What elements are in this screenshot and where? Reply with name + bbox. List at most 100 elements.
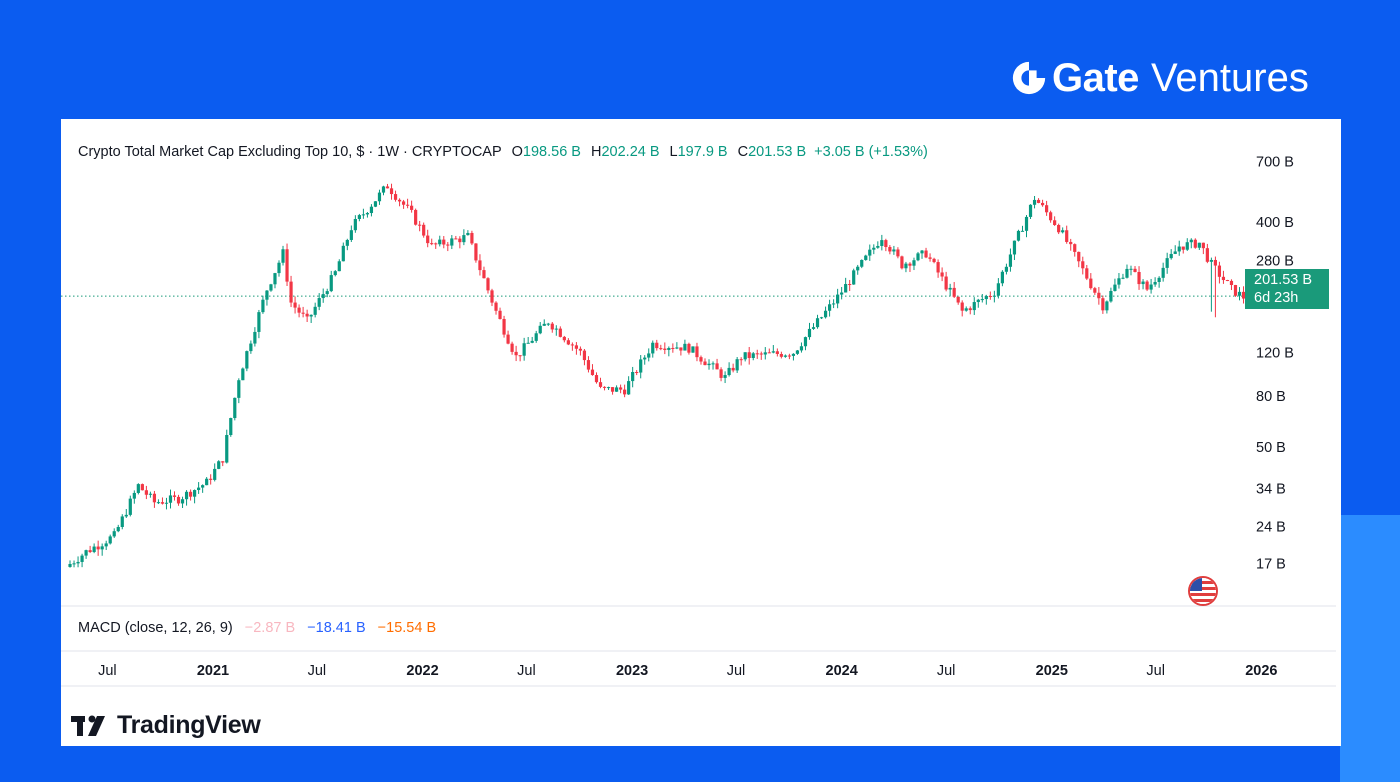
candle-body	[337, 261, 341, 272]
candle-body	[1177, 246, 1181, 252]
candle-body	[1024, 216, 1029, 231]
candle-body	[269, 284, 273, 291]
y-tick-label: 34 B	[1256, 482, 1286, 498]
candle-body	[1129, 268, 1133, 270]
chart-card: 700 B 400 B 280 B 120 B 80 B 50 B 34 B 24 B 17 B…	[61, 119, 1341, 746]
candle-body	[956, 296, 960, 303]
candle-body	[136, 484, 140, 493]
candle-body	[892, 249, 896, 252]
tradingview-logo-icon	[71, 715, 105, 736]
candle-body	[68, 563, 72, 567]
candle-body	[964, 308, 968, 311]
last-price-tag: 201.53 B 6d 23h	[1245, 269, 1329, 309]
candle-body	[1117, 278, 1121, 285]
candle-body	[1229, 280, 1234, 286]
candle-body	[140, 484, 144, 491]
candle-body	[100, 546, 104, 550]
macd-value-signal: −15.54 B	[377, 620, 437, 636]
candle-body	[590, 369, 595, 376]
candle-body	[827, 304, 832, 311]
candle-body	[996, 283, 1000, 296]
candle-body	[229, 418, 233, 436]
candle-body	[393, 194, 398, 200]
candle-body	[928, 257, 932, 259]
candle-body	[108, 536, 112, 544]
candle-body	[848, 284, 852, 286]
candle-body	[84, 550, 88, 556]
candle-body	[112, 531, 116, 537]
candle-body	[450, 238, 454, 246]
candle-body	[542, 323, 546, 326]
candle-body	[205, 478, 209, 486]
candle-body	[225, 435, 229, 463]
candle-body	[747, 352, 751, 358]
candle-body	[261, 299, 265, 313]
candle-body	[506, 334, 510, 344]
candle-body	[277, 262, 281, 274]
candle-body	[1217, 265, 1222, 277]
candle-body	[353, 219, 357, 231]
candle-body	[1125, 268, 1129, 278]
candle-body	[755, 353, 759, 355]
candle-body	[916, 253, 920, 261]
candlestick-chart[interactable]: 700 B 400 B 280 B 120 B 80 B 50 B 34 B 24 B 17 B…	[61, 119, 1341, 746]
candle-body	[803, 337, 808, 347]
candle-body	[285, 249, 289, 282]
brand-sub: Ventures	[1150, 55, 1309, 100]
candle-body	[1205, 248, 1209, 262]
candle-body	[880, 240, 884, 246]
x-tick-label: Jul	[308, 663, 327, 679]
candle-body	[687, 343, 691, 353]
candle-body	[160, 502, 165, 504]
candle-body	[888, 247, 892, 252]
candle-body	[361, 214, 365, 216]
candle-body	[349, 230, 353, 240]
candle-body	[116, 526, 120, 532]
candle-body	[1169, 253, 1173, 259]
candle-body	[1241, 291, 1246, 299]
candle-body	[807, 328, 812, 338]
candle-body	[832, 303, 836, 305]
candle-body	[430, 243, 434, 245]
candle-body	[373, 201, 378, 207]
x-tick-label: Jul	[1146, 663, 1165, 679]
candle-body	[872, 247, 876, 250]
candle-body	[711, 363, 715, 365]
candle-body	[562, 336, 566, 341]
candle-body	[566, 340, 570, 345]
us-flag-icon[interactable]	[1188, 576, 1218, 606]
candle-body	[602, 386, 607, 388]
candle-body	[249, 343, 253, 352]
candle-body	[1237, 291, 1242, 296]
candle-body	[667, 347, 671, 350]
candle-body	[819, 317, 824, 319]
candle-body	[321, 294, 325, 299]
candle-body	[988, 296, 992, 298]
legend-open-value: 198.56 B	[522, 144, 581, 160]
candle-body	[1008, 254, 1013, 267]
candle-body	[176, 496, 181, 504]
candle-body	[908, 263, 912, 266]
candle-body	[912, 260, 916, 266]
candle-body	[976, 299, 980, 303]
candle-body	[490, 290, 494, 303]
candle-body	[1061, 230, 1065, 233]
candle-body	[1089, 278, 1093, 289]
candle-body	[385, 186, 390, 189]
candle-body	[237, 380, 241, 398]
candle-body	[201, 485, 205, 488]
candle-body	[1101, 298, 1105, 311]
candle-body	[586, 360, 591, 370]
candle-body	[671, 347, 675, 349]
tradingview-name: TradingView	[117, 711, 261, 739]
candle-body	[852, 270, 856, 285]
candle-body	[281, 249, 285, 263]
candle-body	[864, 255, 868, 260]
candle-body	[1233, 285, 1238, 296]
candle-body	[474, 243, 478, 261]
candle-body	[188, 491, 193, 497]
candle-body	[932, 258, 936, 263]
legend-open-label: O	[511, 144, 523, 160]
candle-body	[317, 298, 321, 307]
candle-body	[904, 263, 908, 269]
